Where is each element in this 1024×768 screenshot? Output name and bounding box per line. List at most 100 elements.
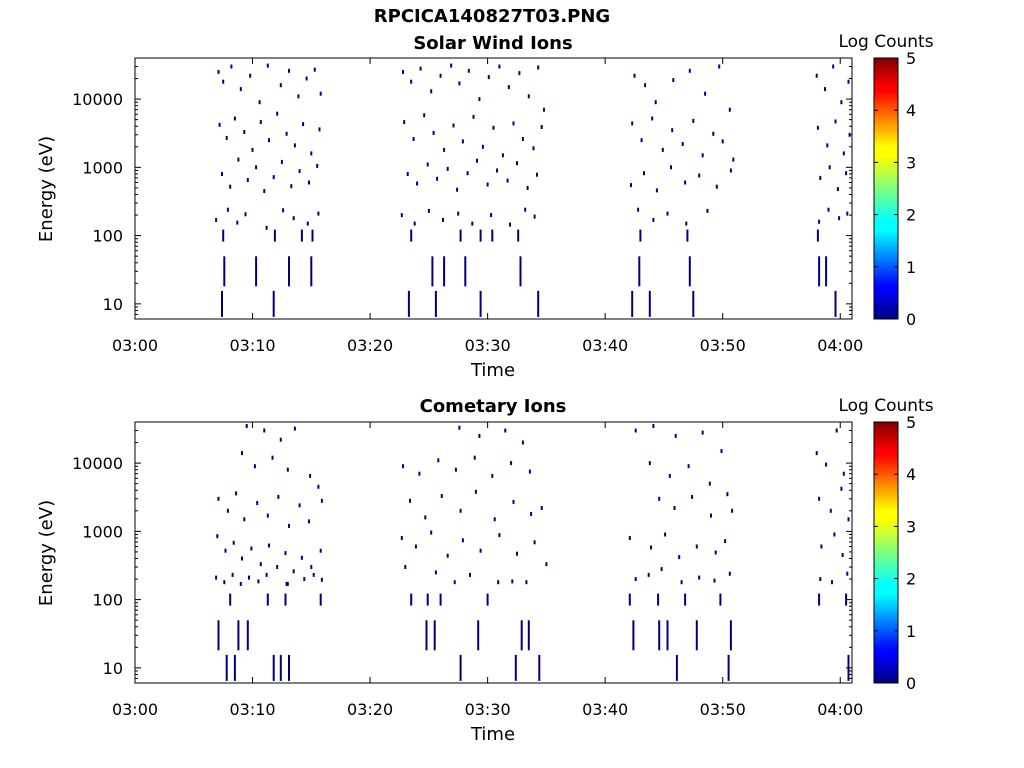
count-pixel <box>400 536 403 540</box>
count-pixel <box>650 545 652 550</box>
x-axis-label: Time <box>470 360 515 381</box>
count-pixel <box>286 467 289 472</box>
count-streak <box>217 620 220 651</box>
count-pixel <box>403 120 406 125</box>
count-streak <box>319 593 322 606</box>
count-streak <box>638 256 641 287</box>
colorbar-label: Log Counts <box>838 32 933 52</box>
count-pixel <box>450 63 453 68</box>
count-pixel <box>241 556 243 561</box>
count-pixel <box>672 78 675 83</box>
count-pixel <box>279 437 282 442</box>
count-pixel <box>651 116 654 121</box>
count-pixel <box>846 211 849 216</box>
count-pixel <box>426 162 429 167</box>
count-streak <box>311 229 314 242</box>
count-pixel <box>818 496 821 501</box>
count-pixel <box>439 73 442 78</box>
count-pixel <box>319 548 322 553</box>
count-pixel <box>731 508 734 513</box>
count-streak <box>288 256 290 287</box>
count-pixel <box>303 577 306 582</box>
count-pixel <box>293 143 296 148</box>
count-streak <box>684 593 687 606</box>
count-streak <box>538 654 541 681</box>
colorbar-tick-label: 1 <box>906 258 916 277</box>
count-pixel <box>695 544 698 549</box>
count-streak <box>729 620 732 651</box>
count-pixel <box>319 91 322 96</box>
count-pixel <box>423 113 426 118</box>
count-streak <box>816 229 819 242</box>
count-pixel <box>440 494 443 498</box>
y-tick-label: 10000 <box>72 90 123 109</box>
count-pixel <box>233 116 236 121</box>
count-pixel <box>681 142 684 146</box>
count-pixel <box>427 208 430 213</box>
count-pixel <box>536 172 538 177</box>
count-pixel <box>492 125 495 130</box>
y-tick-label: 100 <box>92 591 123 610</box>
count-pixel <box>308 180 310 185</box>
count-pixel <box>728 571 731 576</box>
count-pixel <box>532 146 535 151</box>
count-streak <box>686 229 689 242</box>
count-pixel <box>825 462 828 467</box>
colorbar <box>873 421 899 684</box>
count-pixel <box>824 87 826 92</box>
count-pixel <box>512 121 515 126</box>
count-pixel <box>840 486 843 491</box>
x-tick-label: 03:10 <box>229 336 275 355</box>
count-streak <box>666 620 669 651</box>
count-pixel <box>231 572 234 577</box>
count-pixel <box>640 138 643 143</box>
cometary-panel: Cometary Ions Time Energy (eV) Log Count… <box>36 396 934 745</box>
count-pixel <box>510 461 513 466</box>
count-pixel <box>293 426 296 431</box>
count-pixel <box>265 572 268 577</box>
count-streak <box>692 290 695 317</box>
count-streak <box>439 593 442 606</box>
count-pixel <box>282 208 285 213</box>
count-pixel <box>724 539 727 544</box>
count-streak <box>632 620 635 651</box>
count-streak <box>431 256 434 287</box>
count-pixel <box>820 544 823 549</box>
count-pixel <box>442 217 444 222</box>
count-pixel <box>224 548 227 553</box>
count-streak <box>695 620 698 651</box>
count-pixel <box>216 534 219 539</box>
count-streak <box>639 229 642 242</box>
count-streak <box>520 620 523 651</box>
count-pixel <box>217 496 220 501</box>
count-pixel <box>648 461 651 466</box>
count-pixel <box>471 221 474 226</box>
count-pixel <box>643 171 645 176</box>
count-pixel <box>473 455 476 460</box>
count-pixel <box>302 122 305 127</box>
count-pixel <box>246 178 249 183</box>
count-pixel <box>253 464 256 469</box>
plot-background <box>135 422 852 683</box>
count-pixel <box>833 532 836 537</box>
count-pixel <box>661 147 664 152</box>
count-pixel <box>317 484 320 489</box>
count-pixel <box>826 143 829 148</box>
count-pixel <box>241 451 243 456</box>
count-streak <box>223 256 226 287</box>
count-streak <box>246 620 249 651</box>
count-pixel <box>498 533 501 538</box>
count-pixel <box>664 532 667 537</box>
count-streak <box>658 620 661 651</box>
count-streak <box>434 290 437 317</box>
count-pixel <box>815 451 818 456</box>
plot-frame <box>134 421 853 684</box>
colorbar-label: Log Counts <box>838 396 933 416</box>
count-pixel <box>309 473 312 478</box>
count-pixel <box>516 161 518 166</box>
colorbar-tick-label: 3 <box>906 153 916 172</box>
count-pixel <box>847 79 850 84</box>
count-pixel <box>235 491 238 496</box>
count-pixel <box>631 121 634 126</box>
count-pixel <box>306 221 309 226</box>
